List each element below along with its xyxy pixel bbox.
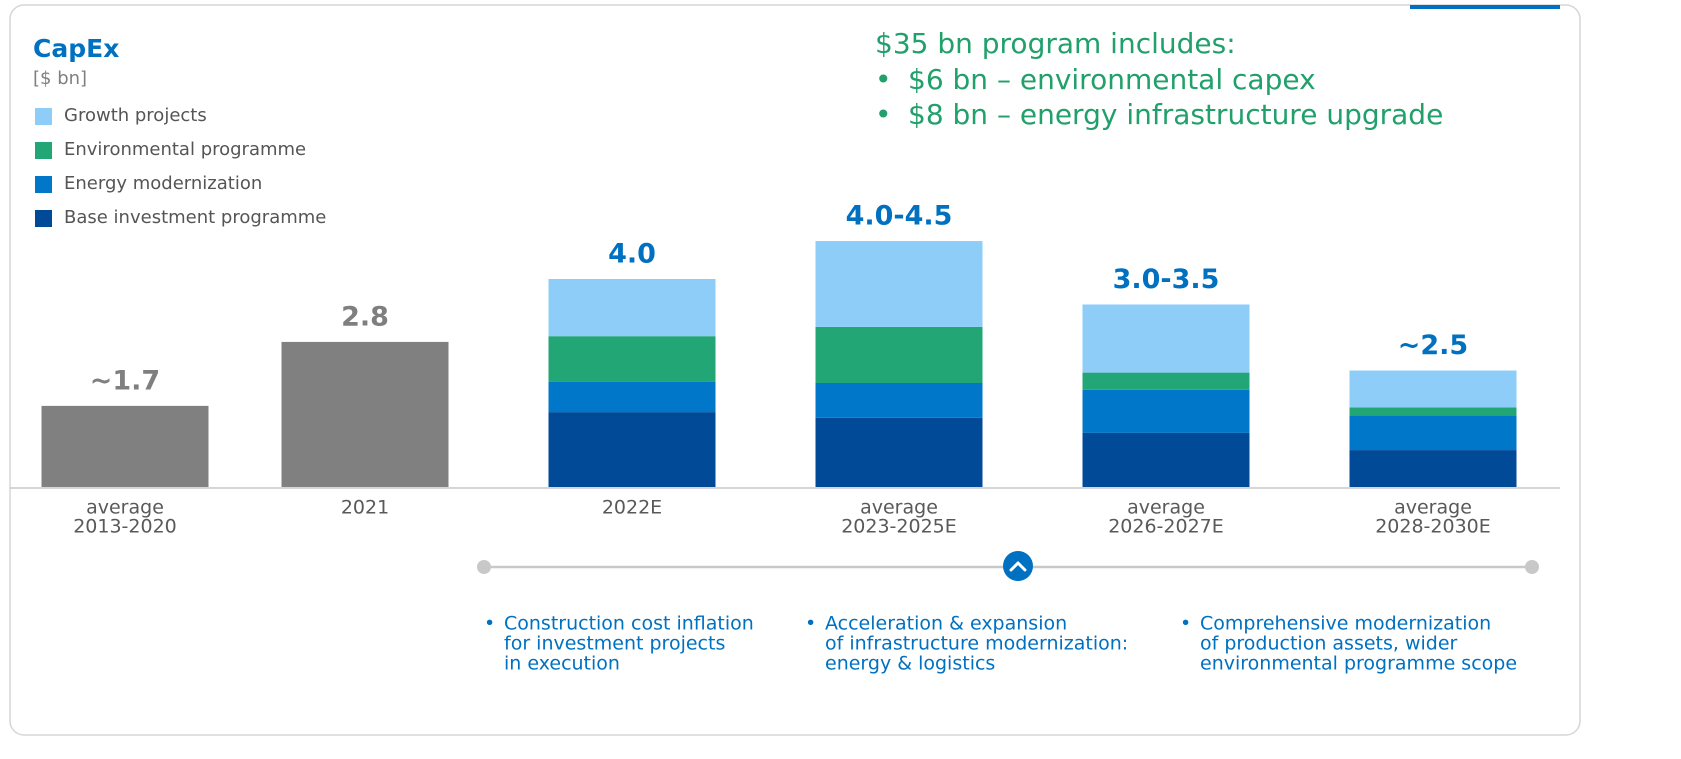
note-line: Comprehensive modernization <box>1200 613 1491 635</box>
note-line: of production assets, wider <box>1200 633 1458 655</box>
timeline-icon <box>1003 551 1033 581</box>
bar-segment <box>548 412 716 487</box>
bullet: • <box>875 98 892 131</box>
note-line: environmental programme scope <box>1200 653 1517 675</box>
legend-swatch <box>35 108 52 125</box>
total-label: 4.0-4.5 <box>846 201 953 232</box>
bullet: • <box>875 63 892 96</box>
note-line: Construction cost inflation <box>504 613 754 635</box>
program-title: $35 bn program includes: <box>875 27 1236 60</box>
x-tick-label: average <box>1394 497 1472 519</box>
legend-label: Environmental programme <box>64 139 306 160</box>
timeline-dot <box>1525 560 1539 574</box>
bullet: • <box>805 613 816 635</box>
x-tick-label: average <box>1127 497 1205 519</box>
x-tick-label: 2028-2030E <box>1375 516 1491 538</box>
x-tick-label: 2023-2025E <box>841 516 957 538</box>
bar-segment <box>548 336 716 382</box>
legend-swatch <box>35 176 52 193</box>
x-tick-label: average <box>860 497 938 519</box>
bar-segment <box>548 279 716 337</box>
bullet: • <box>1180 613 1191 635</box>
x-tick-label: 2022E <box>602 497 662 519</box>
total-label: ~2.5 <box>1398 330 1468 361</box>
note-line: Acceleration & expansion <box>825 613 1067 635</box>
bar-segment <box>548 381 716 413</box>
bar-segment <box>815 241 983 327</box>
chart-title: CapEx <box>33 34 119 63</box>
bar-segment <box>815 417 983 487</box>
legend-label: Growth projects <box>64 105 207 126</box>
note-line: in execution <box>504 653 620 675</box>
legend-label: Energy modernization <box>64 173 262 194</box>
note-line: energy & logistics <box>825 653 995 675</box>
x-tick-label: average <box>86 497 164 519</box>
x-tick-label: 2026-2027E <box>1108 516 1224 538</box>
bar-segment <box>281 341 449 487</box>
x-tick-label: 2013-2020 <box>73 516 177 538</box>
bar-segment <box>815 383 983 418</box>
frame <box>9 4 1581 736</box>
legend-label: Base investment programme <box>64 207 326 228</box>
bar-segment <box>1349 450 1517 487</box>
bar-segment <box>1082 432 1250 487</box>
bar-segment <box>1082 389 1250 433</box>
chevron <box>1009 561 1027 572</box>
bar-segment <box>815 326 983 383</box>
legend-swatch <box>35 142 52 159</box>
bar-segment <box>1349 370 1517 408</box>
bar-segment <box>1349 415 1517 451</box>
legend-swatch <box>35 210 52 227</box>
bullet: • <box>484 613 495 635</box>
program-item: $6 bn – environmental capex <box>908 63 1316 96</box>
bar-segment <box>1349 407 1517 416</box>
total-label: 3.0-3.5 <box>1113 264 1220 295</box>
note-line: of infrastructure modernization: <box>825 633 1128 655</box>
program-item: $8 bn – energy infrastructure upgrade <box>908 98 1443 131</box>
subtitle: [$ bn] <box>33 68 87 89</box>
total-label: 4.0 <box>608 239 656 270</box>
timeline-dot <box>477 560 491 574</box>
total-label: 2.8 <box>341 301 389 332</box>
x-tick-label: 2021 <box>341 497 389 519</box>
bar-segment <box>1082 304 1250 373</box>
bar-segment <box>1082 372 1250 390</box>
bar-segment <box>41 405 209 487</box>
total-label: ~1.7 <box>90 365 160 396</box>
note-line: for investment projects <box>504 633 725 655</box>
